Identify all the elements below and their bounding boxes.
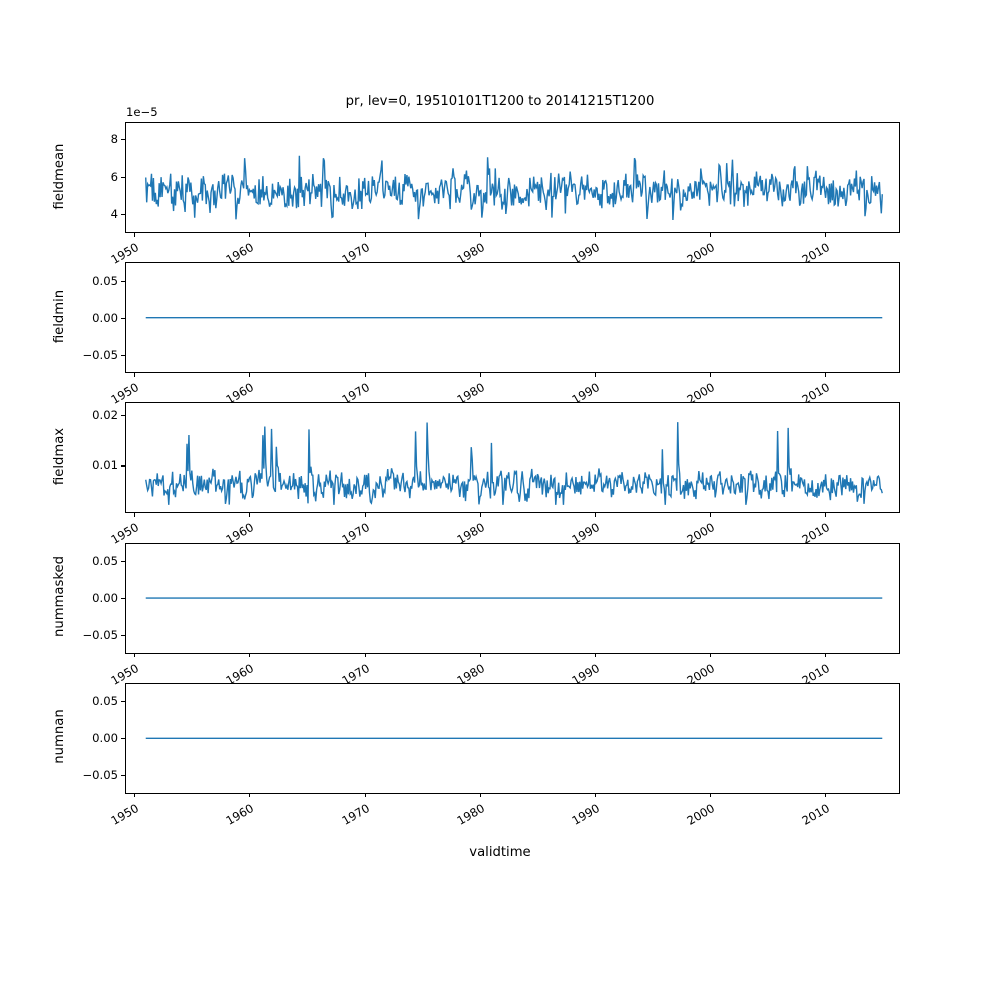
y-tick-mark	[121, 561, 125, 563]
y-tick-mark	[121, 701, 125, 703]
x-tick-mark	[479, 373, 481, 377]
y-tick-mark	[121, 738, 125, 740]
x-tick-mark	[479, 513, 481, 517]
x-tick-mark	[479, 233, 481, 237]
y-tick-mark	[121, 138, 125, 141]
x-tick-mark	[825, 513, 827, 517]
y-tick-label: 0.05	[92, 554, 118, 569]
x-tick-mark	[249, 513, 251, 517]
y-tick-mark	[121, 176, 125, 178]
x-tick-mark	[594, 653, 596, 658]
y-tick-mark	[121, 280, 125, 282]
y-tick-label: 0.05	[92, 273, 118, 288]
x-tick-mark	[479, 653, 481, 658]
x-tick-mark	[825, 653, 827, 658]
y-tick-label: 0.02	[92, 408, 118, 422]
x-tick-mark	[134, 233, 136, 237]
x-axis-label: validtime	[469, 845, 531, 860]
x-tick-mark	[364, 793, 366, 798]
x-tick-mark	[594, 513, 596, 517]
x-tick-mark	[709, 653, 712, 658]
x-tick-mark	[825, 373, 827, 377]
y-axis-offset-text-fieldmean: 1e−5	[126, 105, 158, 119]
y-tick-mark	[121, 775, 125, 777]
x-tick-mark	[364, 373, 366, 377]
x-tick-mark	[594, 793, 596, 798]
y-tick-label: 4	[110, 207, 118, 222]
y-tick-label: 0.00	[92, 731, 118, 746]
x-tick-mark	[825, 793, 827, 798]
x-tick-mark	[249, 373, 251, 377]
x-tick-mark	[134, 513, 136, 517]
x-tick-mark	[134, 653, 136, 658]
x-tick-mark	[709, 373, 712, 377]
x-tick-mark	[709, 233, 712, 237]
x-tick-mark	[249, 233, 251, 237]
x-tick-mark	[709, 513, 712, 517]
x-tick-mark	[134, 373, 136, 377]
x-tick-mark	[249, 653, 251, 658]
y-tick-label: −0.05	[82, 628, 118, 643]
x-tick-mark	[594, 233, 596, 237]
x-tick-mark	[825, 233, 827, 237]
x-tick-mark	[364, 233, 366, 237]
y-tick-label: 0.05	[92, 694, 118, 709]
y-tick-mark	[121, 635, 125, 637]
y-tick-label: 8	[110, 131, 118, 146]
page-title: pr, lev=0, 19510101T1200 to 20141215T120…	[345, 94, 655, 109]
x-tick-mark	[479, 793, 481, 798]
y-tick-mark	[121, 598, 125, 600]
subplot-fieldmax	[125, 402, 900, 514]
y-tick-mark	[121, 354, 125, 356]
y-tick-label: 0.01	[92, 458, 118, 473]
y-tick-mark	[121, 214, 125, 216]
x-tick-mark	[364, 653, 366, 658]
y-tick-mark	[121, 415, 125, 417]
x-tick-mark	[709, 793, 712, 798]
y-tick-mark	[121, 317, 125, 319]
x-tick-mark	[134, 793, 136, 798]
y-tick-label: 0.00	[92, 310, 118, 325]
x-tick-mark	[249, 793, 251, 798]
y-tick-label: 0.00	[92, 591, 118, 606]
x-tick-mark	[594, 373, 596, 377]
y-tick-mark	[121, 465, 125, 467]
y-tick-label: 6	[110, 169, 118, 184]
y-tick-label: −0.05	[82, 347, 118, 362]
y-tick-label: −0.05	[82, 768, 118, 783]
x-tick-mark	[364, 513, 366, 517]
